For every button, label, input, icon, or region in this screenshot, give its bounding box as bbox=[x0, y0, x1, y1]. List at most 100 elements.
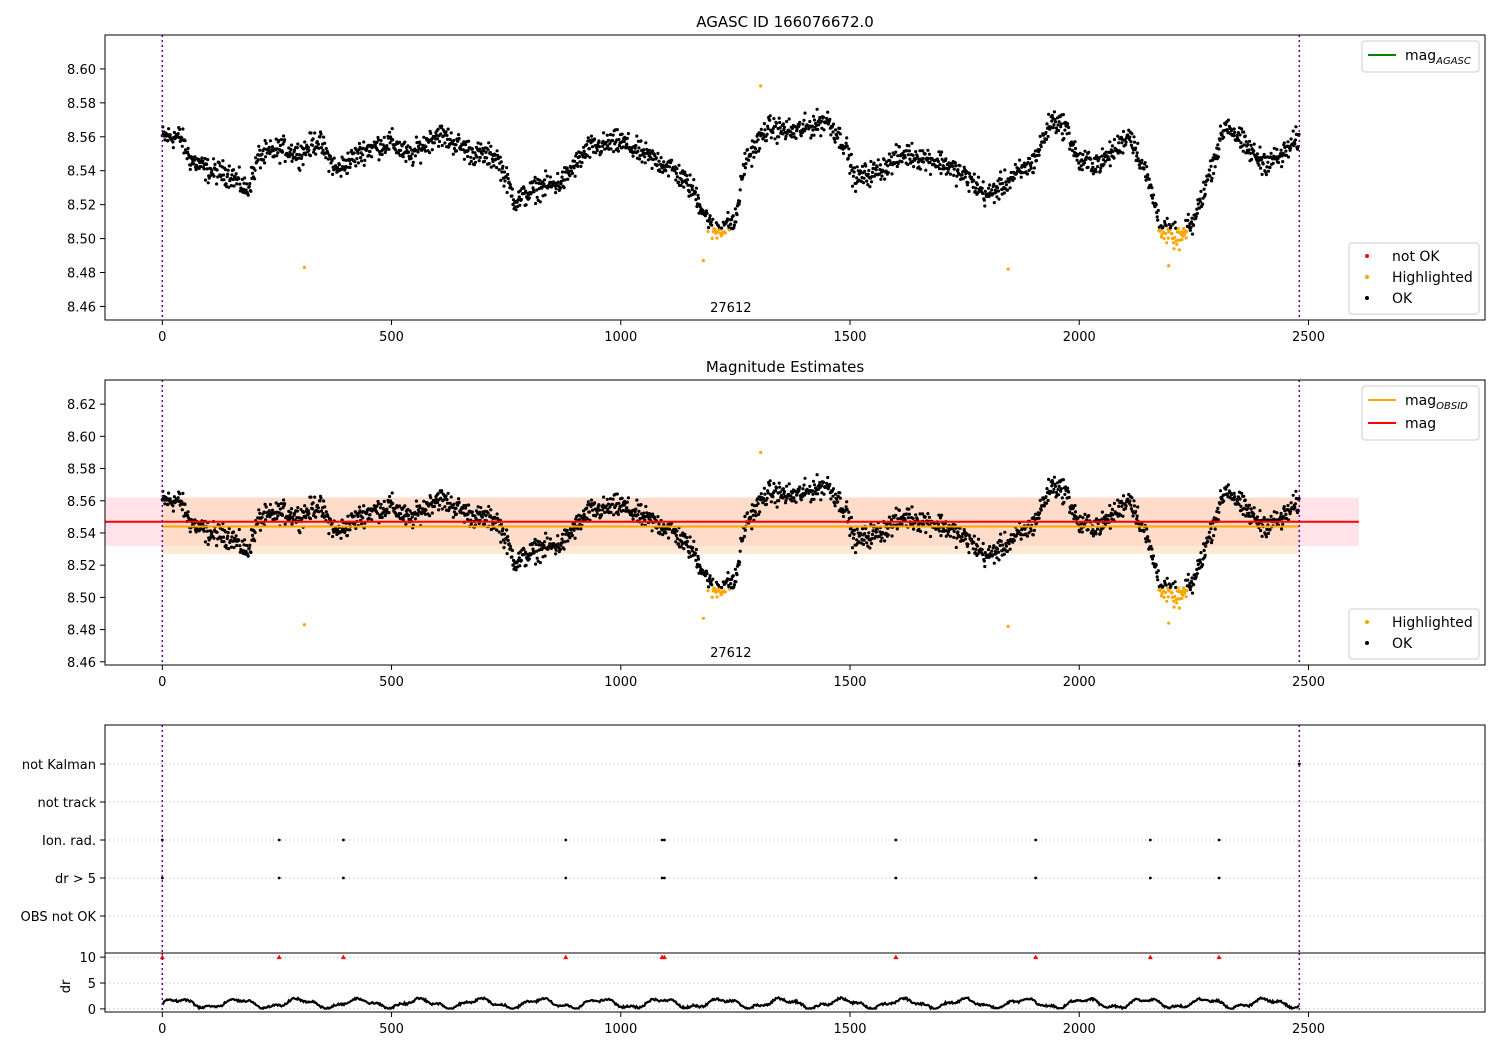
ok-point bbox=[215, 168, 219, 172]
ok-point bbox=[543, 540, 547, 544]
ok-point bbox=[288, 513, 292, 518]
ok-point bbox=[785, 119, 789, 124]
ok-point bbox=[362, 140, 366, 144]
ok-point bbox=[226, 168, 230, 172]
ok-point bbox=[768, 483, 772, 487]
ok-point bbox=[391, 138, 395, 142]
ok-point bbox=[467, 503, 471, 507]
ok-point bbox=[1243, 134, 1247, 138]
ok-point bbox=[651, 149, 655, 153]
ok-point bbox=[1190, 216, 1194, 220]
ok-point bbox=[500, 170, 504, 174]
ok-point bbox=[612, 513, 616, 517]
ok-point bbox=[442, 134, 446, 138]
ok-point bbox=[938, 516, 943, 520]
ok-point bbox=[1204, 183, 1208, 187]
ok-point bbox=[470, 510, 474, 514]
ok-point bbox=[1232, 127, 1236, 131]
ok-point bbox=[1220, 497, 1224, 501]
ok-point bbox=[589, 134, 594, 138]
ok-point bbox=[743, 514, 747, 519]
ok-point bbox=[466, 512, 470, 516]
ok-point bbox=[604, 504, 608, 508]
ok-point bbox=[1060, 496, 1064, 500]
ok-point bbox=[438, 139, 442, 144]
ok-point bbox=[1232, 134, 1236, 138]
ok-point bbox=[576, 164, 580, 168]
ok-point bbox=[790, 126, 795, 131]
ok-point bbox=[344, 164, 348, 169]
x-tick-label: 1500 bbox=[833, 675, 866, 690]
ok-point bbox=[764, 139, 769, 143]
ok-point bbox=[617, 507, 622, 511]
ok-point bbox=[181, 491, 185, 495]
ok-point bbox=[1025, 172, 1030, 176]
ok-point bbox=[225, 175, 229, 179]
ok-point bbox=[812, 118, 817, 122]
ok-point bbox=[855, 527, 859, 531]
highlighted-point bbox=[1173, 236, 1177, 240]
ok-point bbox=[921, 156, 925, 161]
highlighted-point bbox=[1165, 599, 1169, 603]
ok-point bbox=[1213, 165, 1217, 169]
ok-point bbox=[253, 539, 257, 543]
ok-point bbox=[436, 127, 440, 131]
ok-point bbox=[875, 527, 879, 531]
ok-point bbox=[915, 154, 919, 159]
highlighted-point bbox=[1172, 247, 1176, 251]
ok-point bbox=[854, 189, 858, 193]
ok-point bbox=[558, 547, 563, 552]
ok-point bbox=[981, 191, 985, 196]
ok-point bbox=[766, 491, 770, 495]
ok-point bbox=[1002, 191, 1006, 195]
ok-point bbox=[205, 167, 209, 171]
ok-point bbox=[1037, 153, 1041, 157]
ok-point bbox=[352, 514, 356, 518]
ok-point bbox=[633, 510, 637, 514]
ok-point bbox=[1003, 530, 1007, 534]
ok-point bbox=[554, 191, 558, 195]
ok-point bbox=[290, 522, 294, 526]
ok-point bbox=[316, 142, 320, 146]
ok-point bbox=[367, 153, 371, 157]
ok-point bbox=[1038, 148, 1042, 152]
ok-point bbox=[406, 513, 411, 517]
ok-point bbox=[348, 162, 353, 166]
ok-point bbox=[781, 487, 786, 491]
ok-point bbox=[1209, 527, 1213, 531]
ok-point bbox=[606, 507, 610, 511]
ok-point bbox=[1218, 138, 1222, 142]
ok-point bbox=[906, 153, 911, 157]
ok-point bbox=[274, 501, 278, 505]
highlighted-point bbox=[302, 265, 306, 269]
ok-point bbox=[304, 153, 308, 157]
ok-point bbox=[1075, 158, 1079, 162]
ok-point bbox=[1019, 175, 1023, 179]
ok-point bbox=[729, 222, 733, 226]
ok-point bbox=[346, 151, 350, 155]
ok-point bbox=[316, 506, 320, 510]
ok-point bbox=[372, 504, 376, 508]
ok-point bbox=[556, 171, 560, 176]
ok-point bbox=[766, 124, 770, 128]
ok-point bbox=[1039, 145, 1043, 149]
ok-point bbox=[848, 533, 852, 538]
ok-point bbox=[1080, 530, 1084, 534]
ok-point bbox=[994, 552, 998, 556]
ok-point bbox=[1050, 113, 1054, 118]
ok-point bbox=[773, 489, 778, 493]
ok-point bbox=[267, 145, 271, 149]
ok-point bbox=[573, 174, 577, 178]
ok-point bbox=[166, 138, 170, 142]
ok-point bbox=[1067, 125, 1071, 130]
ok-point bbox=[1087, 150, 1091, 154]
ok-point bbox=[573, 159, 577, 163]
ok-point bbox=[1096, 165, 1100, 169]
ok-point bbox=[205, 162, 209, 166]
ok-point bbox=[1165, 216, 1169, 220]
ok-point bbox=[993, 188, 998, 192]
ok-point bbox=[399, 512, 403, 516]
ok-point bbox=[538, 200, 542, 204]
ok-point bbox=[484, 150, 488, 154]
ok-point bbox=[1134, 509, 1138, 514]
